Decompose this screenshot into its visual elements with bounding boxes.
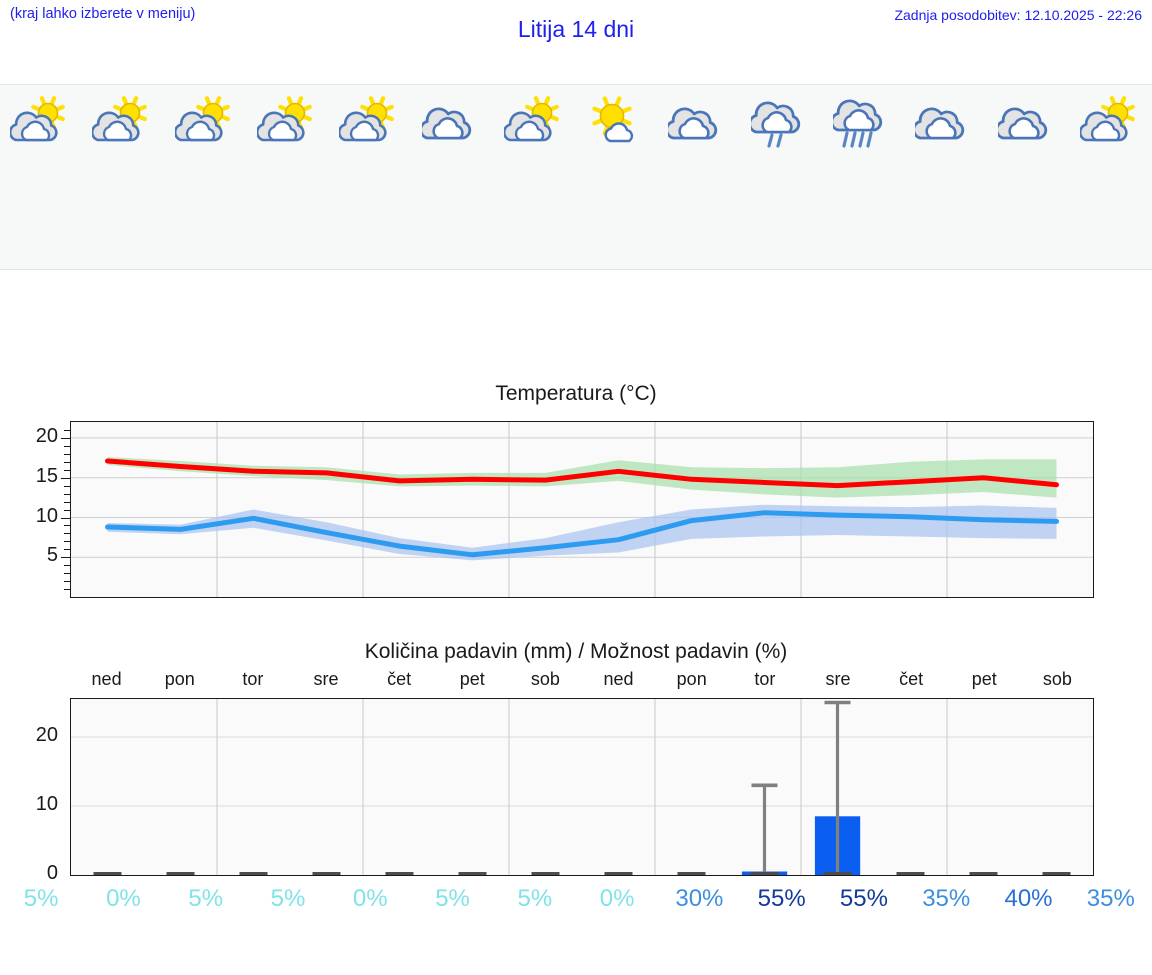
temperature-y-minor-tick bbox=[64, 549, 70, 551]
temperature-y-tick-label: 10 bbox=[35, 504, 58, 527]
last-updated-label: Zadnja posodobitev: 12.10.2025 - 22:26 bbox=[894, 7, 1142, 23]
precipitation-probability: 5% bbox=[188, 885, 224, 912]
forecast-day-column[interactable] bbox=[658, 85, 740, 269]
temperature-y-minor-tick bbox=[64, 461, 70, 463]
precipitation-y-tick-label: 0 bbox=[46, 862, 58, 884]
forecast-day-column[interactable] bbox=[329, 85, 411, 269]
temperature-y-minor-tick bbox=[64, 445, 70, 447]
precipitation-day-label: tor bbox=[242, 669, 264, 689]
temperature-y-minor-tick bbox=[64, 501, 70, 503]
location-menu-hint[interactable]: (kraj lahko izberete v meniju) bbox=[10, 6, 196, 22]
partly-cloudy-icon bbox=[494, 96, 576, 148]
partly-cloudy-icon bbox=[0, 96, 82, 148]
precipitation-probability: 0% bbox=[599, 885, 635, 912]
temperature-y-minor-tick bbox=[64, 565, 70, 567]
temperature-y-minor-tick bbox=[64, 573, 70, 575]
precipitation-day-label: čet bbox=[387, 669, 412, 689]
temperature-y-minor-tick bbox=[64, 430, 70, 431]
forecast-day-column[interactable] bbox=[576, 85, 658, 269]
partly-cloudy-icon bbox=[1070, 96, 1152, 148]
temperature-plot-area bbox=[70, 421, 1094, 598]
temperature-y-tick-label: 5 bbox=[46, 544, 58, 567]
temperature-y-minor-tick bbox=[64, 485, 70, 487]
precipitation-probability: 5% bbox=[270, 885, 306, 912]
temperature-y-tick bbox=[61, 517, 71, 519]
forecast-day-column[interactable] bbox=[905, 85, 987, 269]
cloudy-icon bbox=[905, 96, 987, 148]
temperature-y-minor-tick bbox=[64, 581, 70, 583]
temperature-y-tick-label: 15 bbox=[35, 464, 58, 487]
forecast-day-column[interactable] bbox=[494, 85, 576, 269]
forecast-day-column[interactable] bbox=[0, 85, 82, 269]
precipitation-probability: 5% bbox=[23, 885, 59, 912]
forecast-day-column[interactable] bbox=[165, 85, 247, 269]
mostly-sunny-icon bbox=[576, 96, 658, 148]
temperature-y-minor-tick bbox=[64, 469, 70, 471]
precipitation-day-label: pet bbox=[459, 669, 485, 689]
precipitation-probability-row: 5% 0% 5% 5% 0% 5% 5% 0% 30% 55% 55% 35% 40% 35% bbox=[0, 883, 1152, 919]
partly-cloudy-icon bbox=[247, 96, 329, 148]
precipitation-probability: 5% bbox=[435, 885, 470, 912]
cloudy-icon bbox=[411, 96, 493, 148]
precipitation-day-label: čet bbox=[899, 669, 924, 689]
forecast-day-column[interactable] bbox=[247, 85, 329, 269]
precipitation-y-tick-label: 10 bbox=[35, 793, 58, 815]
forecast-day-strip bbox=[0, 84, 1152, 270]
forecast-day-column[interactable] bbox=[823, 85, 905, 269]
rain-icon bbox=[823, 96, 905, 148]
cloudy-icon bbox=[987, 96, 1069, 148]
temperature-y-minor-tick bbox=[64, 533, 70, 535]
forecast-day-column[interactable] bbox=[82, 85, 164, 269]
precipitation-chart-title: Količina padavin (mm) / Možnost padavin … bbox=[364, 640, 788, 663]
partly-cloudy-icon bbox=[329, 96, 411, 148]
precipitation-probability: 0% bbox=[106, 885, 141, 912]
precipitation-chart-panel: Količina padavin (mm) / Možnost padavin … bbox=[0, 640, 1152, 975]
temperature-y-minor-tick bbox=[64, 525, 70, 527]
forecast-day-column[interactable] bbox=[411, 85, 493, 269]
precipitation-day-label: tor bbox=[754, 669, 776, 689]
precipitation-probability: 30% bbox=[675, 885, 724, 912]
cloudy-icon bbox=[658, 96, 740, 148]
precipitation-day-label: ned bbox=[91, 669, 122, 689]
temperature-y-tick-label: 20 bbox=[35, 424, 58, 447]
precipitation-day-label: pon bbox=[164, 669, 195, 689]
precipitation-day-label: sre bbox=[825, 669, 851, 689]
precipitation-probability: 40% bbox=[1004, 885, 1053, 912]
temperature-y-minor-tick bbox=[64, 493, 70, 495]
precipitation-day-label: ned bbox=[603, 669, 634, 689]
precipitation-plot-area bbox=[70, 698, 1094, 876]
precipitation-day-label: pet bbox=[971, 669, 997, 689]
temperature-y-minor-tick bbox=[64, 541, 70, 543]
precipitation-probability: 0% bbox=[352, 885, 388, 912]
temperature-y-tick bbox=[61, 437, 71, 439]
temperature-y-minor-tick bbox=[64, 453, 70, 455]
temperature-y-tick bbox=[61, 557, 71, 559]
precipitation-probability: 35% bbox=[1086, 885, 1135, 912]
forecast-day-column[interactable] bbox=[741, 85, 823, 269]
light-rain-icon bbox=[741, 96, 823, 148]
forecast-day-column[interactable] bbox=[1070, 85, 1152, 269]
precipitation-day-label: pon bbox=[676, 669, 707, 689]
precipitation-day-label: sre bbox=[313, 669, 339, 689]
precipitation-probability: 5% bbox=[517, 885, 553, 912]
precipitation-day-label: sob bbox=[530, 669, 560, 689]
temperature-y-minor-tick bbox=[64, 589, 70, 590]
partly-cloudy-icon bbox=[82, 96, 164, 148]
forecast-day-column[interactable] bbox=[987, 85, 1069, 269]
temperature-chart-title: Temperatura (°C) bbox=[495, 382, 657, 405]
page-header: (kraj lahko izberete v meniju) Litija 14… bbox=[0, 0, 1152, 84]
partly-cloudy-icon bbox=[165, 96, 247, 148]
precipitation-y-tick-label: 20 bbox=[35, 724, 58, 746]
page-title: Litija 14 dni bbox=[517, 16, 635, 42]
precipitation-probability: 55% bbox=[839, 885, 888, 912]
precipitation-probability: 55% bbox=[757, 885, 806, 912]
precipitation-day-label: sob bbox=[1042, 669, 1072, 689]
precipitation-day-labels: ned pon tor sre čet pet sob ned pon tor sre čet pet s… bbox=[70, 669, 1094, 693]
precipitation-probability: 35% bbox=[922, 885, 971, 912]
temperature-y-tick bbox=[61, 477, 71, 479]
temperature-y-minor-tick bbox=[64, 509, 70, 511]
